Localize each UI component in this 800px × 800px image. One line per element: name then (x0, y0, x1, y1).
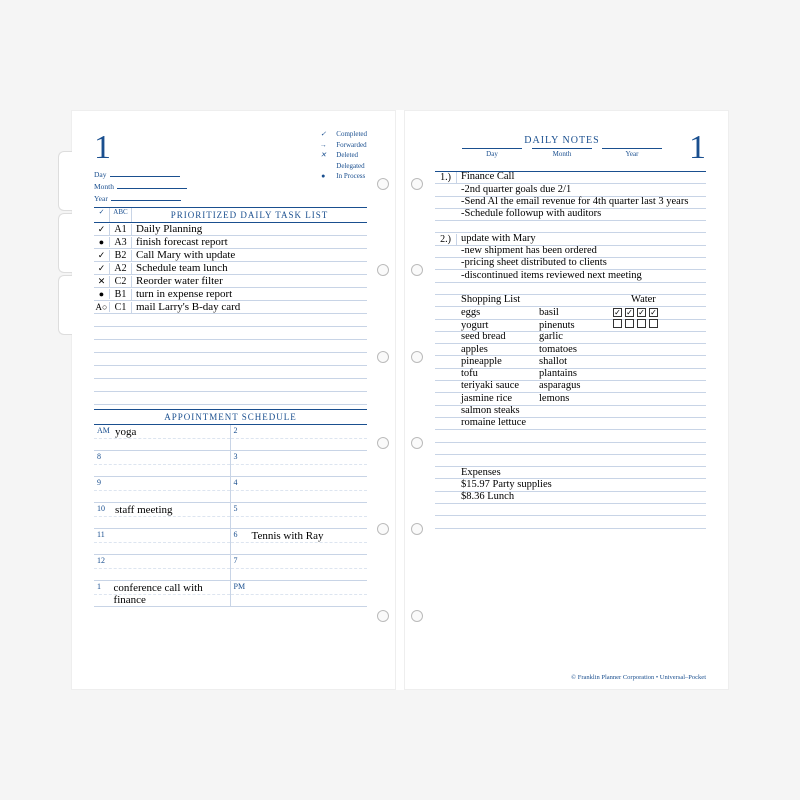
left-page: 1 Day Month Year ✓ Completed → Forwarded ✕ De… (71, 110, 396, 690)
note-row: tofuplantains (435, 369, 706, 381)
year-label: Year (94, 194, 108, 203)
appointment-cell: 12 (94, 555, 231, 581)
appointment-cell: PM (231, 581, 368, 607)
appointment-title: APPOINTMENT SCHEDULE (94, 409, 367, 425)
note-row (435, 283, 706, 295)
note-row: -discontinued items reviewed next meetin… (435, 270, 706, 282)
page-footer: © Franklin Planner Corporation • Univers… (571, 674, 706, 681)
note-row: romaine lettuce (435, 418, 706, 430)
ring-holes-left (377, 111, 391, 689)
ring-holes-right (411, 111, 425, 689)
legend-label: Delegated (336, 161, 364, 172)
note-row: -Send Al the email revenue for 4th quart… (435, 197, 706, 209)
month-label: Month (532, 148, 592, 158)
task-list-title: PRIORITIZED DAILY TASK LIST (132, 207, 367, 223)
appointment-cell: 10staff meeting (94, 503, 231, 529)
tab (58, 275, 72, 335)
note-row: teriyaki sauceasparagus (435, 381, 706, 393)
status-legend: ✓ Completed → Forwarded ✕ Deleted ☑⃝ Delegated ●… (316, 129, 367, 182)
note-row: jasmine ricelemons (435, 393, 706, 405)
task-row: ✓B2Call Mary with update (94, 249, 367, 262)
note-row: -Schedule followup with auditors (435, 209, 706, 221)
date-number-right: 1 (689, 129, 706, 167)
appointment-cell: 2 (231, 425, 368, 451)
note-row: salmon steaks (435, 406, 706, 418)
task-list: ✓A1Daily Planning●A3finish forecast repo… (94, 223, 367, 405)
note-row (435, 516, 706, 528)
legend-label: Deleted (336, 150, 358, 161)
task-row: ✓A1Daily Planning (94, 223, 367, 236)
note-row (435, 430, 706, 442)
month-label: Month (94, 182, 114, 191)
note-row: $15.97 Party supplies (435, 479, 706, 491)
note-row: yogurtpinenuts (435, 320, 706, 332)
note-row: pineappleshallot (435, 356, 706, 368)
tab (58, 213, 72, 273)
dmy-labels: Day Month Year (435, 148, 689, 158)
note-row: $8.36 Lunch (435, 492, 706, 504)
date-fields: Day Month Year (94, 169, 187, 205)
abc-col: ABC (110, 208, 132, 222)
note-row: -2nd quarter goals due 2/1 (435, 184, 706, 196)
appointment-cell: 5 (231, 503, 368, 529)
legend-sym: ● (316, 171, 330, 182)
appointment-cell: 6Tennis with Ray (231, 529, 368, 555)
daily-notes-title: DAILY NOTES (435, 135, 689, 146)
legend-sym: ☑⃝ (316, 161, 330, 172)
note-row: Shopping ListWater (435, 295, 706, 307)
right-page: DAILY NOTES Day Month Year 1 1.)Finance … (404, 110, 729, 690)
task-row: A○C1mail Larry's B-day card (94, 301, 367, 314)
task-row: ●B1turn in expense report (94, 288, 367, 301)
note-row (435, 443, 706, 455)
note-row: 2.)update with Mary (435, 233, 706, 245)
index-tabs (58, 151, 72, 337)
task-row: ●A3finish forecast report (94, 236, 367, 249)
appointment-grid: AMyoga2839410staff meeting5116Tennis wit… (94, 425, 367, 607)
note-row (435, 455, 706, 467)
notes-lines: 1.)Finance Call-2nd quarter goals due 2/… (435, 171, 706, 529)
legend-label: Completed (336, 129, 367, 140)
legend-sym: ✓ (316, 129, 330, 140)
note-row: -new shipment has been ordered (435, 246, 706, 258)
legend-label: Forwarded (336, 140, 366, 151)
note-row: -pricing sheet distributed to clients (435, 258, 706, 270)
appointment-cell: 7 (231, 555, 368, 581)
note-row: seed breadgarlic (435, 332, 706, 344)
appointment-cell: 9 (94, 477, 231, 503)
note-row: Expenses (435, 467, 706, 479)
note-row (435, 221, 706, 233)
appointment-cell: 3 (231, 451, 368, 477)
year-label: Year (602, 148, 662, 158)
day-label: Day (462, 148, 522, 158)
legend-sym: → (316, 140, 330, 151)
appointment-cell: AMyoga (94, 425, 231, 451)
task-row: ✓A2Schedule team lunch (94, 262, 367, 275)
note-row (435, 504, 706, 516)
legend-sym: ✕ (316, 150, 330, 161)
date-number: 1 (94, 129, 187, 167)
tab (58, 151, 72, 211)
check-col: ✓ (94, 208, 110, 222)
note-row: applestomatoes (435, 344, 706, 356)
appointment-cell: 8 (94, 451, 231, 477)
note-row: eggsbasil✓✓✓✓ (435, 307, 706, 319)
appointment-cell: 4 (231, 477, 368, 503)
planner-spread: 1 Day Month Year ✓ Completed → Forwarded ✕ De… (71, 110, 729, 690)
appointment-cell: 1conference call with finance (94, 581, 231, 607)
day-label: Day (94, 170, 107, 179)
note-row: 1.)Finance Call (435, 172, 706, 184)
legend-label: In Process (336, 171, 365, 182)
task-row: ✕C2Reorder water filter (94, 275, 367, 288)
appointment-cell: 11 (94, 529, 231, 555)
